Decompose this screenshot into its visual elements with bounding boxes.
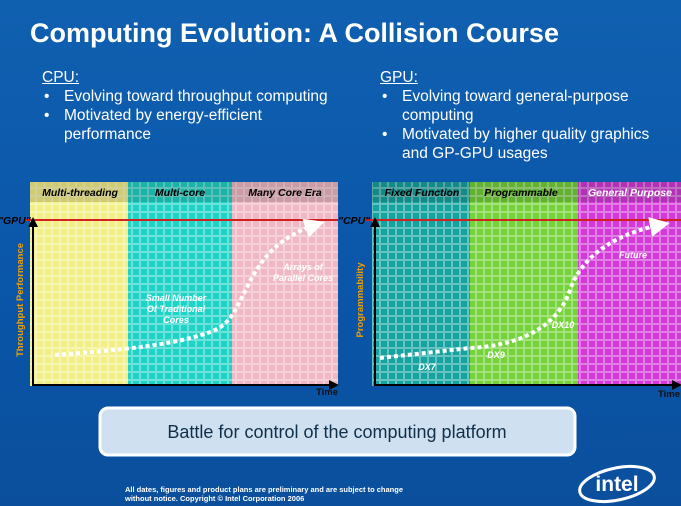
trend-arrow: [54, 218, 325, 357]
header-band: [30, 182, 338, 202]
annotation-line: Cores: [163, 315, 189, 325]
annotation: Small Number Of Traditional Cores: [146, 293, 207, 325]
cpu-bullets: Evolving toward throughput computing Mot…: [42, 87, 332, 144]
annotation-text: Small Number: [146, 293, 207, 303]
bullet: Motivated by energy-efficient performanc…: [44, 106, 332, 144]
cpu-column: CPU: Evolving toward throughput computin…: [42, 68, 332, 144]
annotation: DX9: [487, 350, 505, 360]
y-axis-label: Programmability: [355, 262, 366, 338]
y-axis-label: Throughput Performance: [15, 243, 26, 357]
slide-title: Computing Evolution: A Collision Course: [30, 18, 559, 48]
footer-line: All dates, figures and product plans are…: [125, 485, 403, 494]
grid: [30, 182, 338, 386]
annotation: DX7: [418, 362, 437, 372]
annotation-text: Arrays of: [282, 262, 324, 272]
cpu-heading: CPU:: [42, 69, 80, 86]
annotation: Arrays of Parallel Cores: [273, 262, 333, 283]
trend-arrow: [379, 217, 670, 360]
region-label: Programmable: [484, 187, 558, 199]
x-axis-label: Time: [316, 387, 338, 398]
annotation-line: Parallel Cores: [273, 273, 333, 283]
gpu-column: GPU: Evolving toward general-purpose com…: [380, 68, 650, 163]
header-band: [372, 182, 681, 202]
annotation-line: Of Traditional: [147, 304, 206, 314]
annotation: DX10: [552, 320, 575, 330]
gpu-bullets: Evolving toward general-purpose computin…: [380, 87, 650, 163]
bullet: Evolving toward general-purpose computin…: [382, 87, 650, 125]
x-axis-label: Time: [658, 389, 680, 400]
cpu-panel: Multi-threading Multi-core Many Core Era…: [0, 182, 339, 398]
gpu-heading: GPU:: [380, 69, 418, 86]
region-label: Multi-core: [155, 187, 205, 199]
bullet: Evolving toward throughput computing: [44, 87, 332, 106]
region-label: General Purpose: [588, 187, 672, 199]
footer-line: without notice. Copyright © Intel Corpor…: [124, 494, 304, 503]
gpu-panel: Fixed Function Programmable General Purp…: [338, 182, 681, 400]
region-label: Multi-threading: [42, 187, 118, 199]
logo-swoosh: [578, 464, 656, 504]
region-label: Many Core Era: [248, 187, 322, 199]
region-label: Fixed Function: [385, 187, 460, 199]
bullet: Motivated by higher quality graphics and…: [382, 125, 650, 163]
banner-text: Battle for control of the computing plat…: [167, 422, 506, 442]
logo: intel: [595, 473, 638, 496]
line-label: "CPU": [338, 215, 371, 227]
banner-box: [98, 406, 577, 457]
line-label: "GPU": [0, 215, 32, 227]
annotation: Future: [619, 250, 647, 260]
